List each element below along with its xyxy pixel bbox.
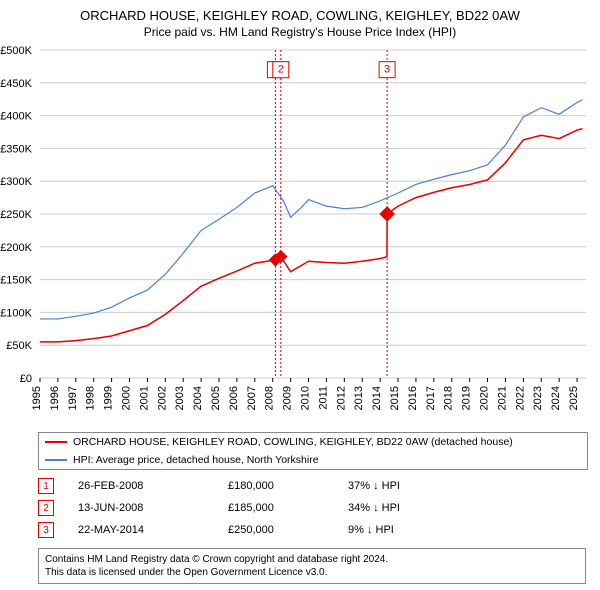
svg-text:£200K: £200K [0,242,32,254]
legend-item-hpi: HPI: Average price, detached house, Nort… [39,451,587,469]
svg-text:2014: 2014 [371,386,383,410]
legend-label-hpi: HPI: Average price, detached house, Nort… [73,454,319,466]
svg-text:£50K: £50K [6,340,32,352]
footer-line1: Contains HM Land Registry data © Crown c… [45,553,579,566]
svg-text:£0: £0 [20,373,32,385]
svg-text:2005: 2005 [210,386,222,410]
svg-text:£350K: £350K [0,143,32,155]
svg-text:2001: 2001 [138,386,150,410]
svg-text:2007: 2007 [246,386,258,410]
svg-text:2008: 2008 [264,386,276,410]
svg-text:2020: 2020 [479,386,491,410]
legend-label-property: ORCHARD HOUSE, KEIGHLEY ROAD, COWLING, K… [73,436,513,448]
legend: ORCHARD HOUSE, KEIGHLEY ROAD, COWLING, K… [38,432,588,470]
svg-text:2: 2 [278,64,284,76]
event-price: £180,000 [228,480,338,492]
event-marker-3: 3 [38,522,54,538]
attribution-footer: Contains HM Land Registry data © Crown c… [38,548,586,584]
footer-line2: This data is licensed under the Open Gov… [45,566,579,579]
event-row: 1 26-FEB-2008 £180,000 37% ↓ HPI [38,475,586,497]
svg-text:2000: 2000 [121,386,133,410]
svg-text:2025: 2025 [568,386,580,410]
svg-text:2003: 2003 [174,386,186,410]
svg-text:2009: 2009 [282,386,294,410]
svg-text:2006: 2006 [228,386,240,410]
svg-text:1998: 1998 [85,386,97,410]
svg-text:1995: 1995 [31,386,43,410]
chart-title: ORCHARD HOUSE, KEIGHLEY ROAD, COWLING, K… [0,8,600,23]
event-row: 2 13-JUN-2008 £185,000 34% ↓ HPI [38,497,586,519]
event-delta: 37% ↓ HPI [348,480,468,492]
svg-text:2017: 2017 [425,386,437,410]
svg-text:2010: 2010 [300,386,312,410]
legend-item-property: ORCHARD HOUSE, KEIGHLEY ROAD, COWLING, K… [39,433,587,451]
event-delta: 9% ↓ HPI [348,524,468,536]
event-date: 26-FEB-2008 [78,480,218,492]
svg-text:2011: 2011 [317,386,329,410]
event-price: £185,000 [228,502,338,514]
svg-text:£450K: £450K [0,78,32,90]
svg-text:1996: 1996 [49,386,61,410]
events-table: 1 26-FEB-2008 £180,000 37% ↓ HPI 2 13-JU… [38,475,586,541]
svg-text:1997: 1997 [67,386,79,410]
svg-text:2015: 2015 [389,386,401,410]
svg-text:2023: 2023 [532,386,544,410]
event-num: 1 [43,481,49,492]
svg-text:2002: 2002 [156,386,168,410]
event-price: £250,000 [228,524,338,536]
svg-text:3: 3 [384,64,390,76]
svg-text:2012: 2012 [335,386,347,410]
event-marker-2: 2 [38,500,54,516]
svg-text:2013: 2013 [353,386,365,410]
svg-text:1999: 1999 [103,386,115,410]
event-num: 3 [43,525,49,536]
event-delta: 34% ↓ HPI [348,502,468,514]
event-num: 2 [43,503,49,514]
svg-text:2021: 2021 [496,386,508,410]
svg-text:2024: 2024 [550,386,562,410]
svg-text:2016: 2016 [407,386,419,410]
event-date: 22-MAY-2014 [78,524,218,536]
svg-text:£150K: £150K [0,275,32,287]
svg-text:£250K: £250K [0,209,32,221]
svg-text:2022: 2022 [514,386,526,410]
svg-text:2019: 2019 [461,386,473,410]
svg-text:2018: 2018 [443,386,455,410]
svg-text:£500K: £500K [0,45,32,57]
event-row: 3 22-MAY-2014 £250,000 9% ↓ HPI [38,519,586,541]
event-date: 13-JUN-2008 [78,502,218,514]
event-marker-1: 1 [38,478,54,494]
svg-text:£400K: £400K [0,111,32,123]
svg-text:£300K: £300K [0,176,32,188]
chart-subtitle: Price paid vs. HM Land Registry's House … [0,25,600,39]
legend-swatch-hpi [45,459,67,461]
legend-swatch-property [45,441,67,443]
svg-text:2004: 2004 [192,386,204,410]
chart: £0£50K£100K£150K£200K£250K£300K£350K£400… [38,48,588,420]
svg-text:£100K: £100K [0,307,32,319]
